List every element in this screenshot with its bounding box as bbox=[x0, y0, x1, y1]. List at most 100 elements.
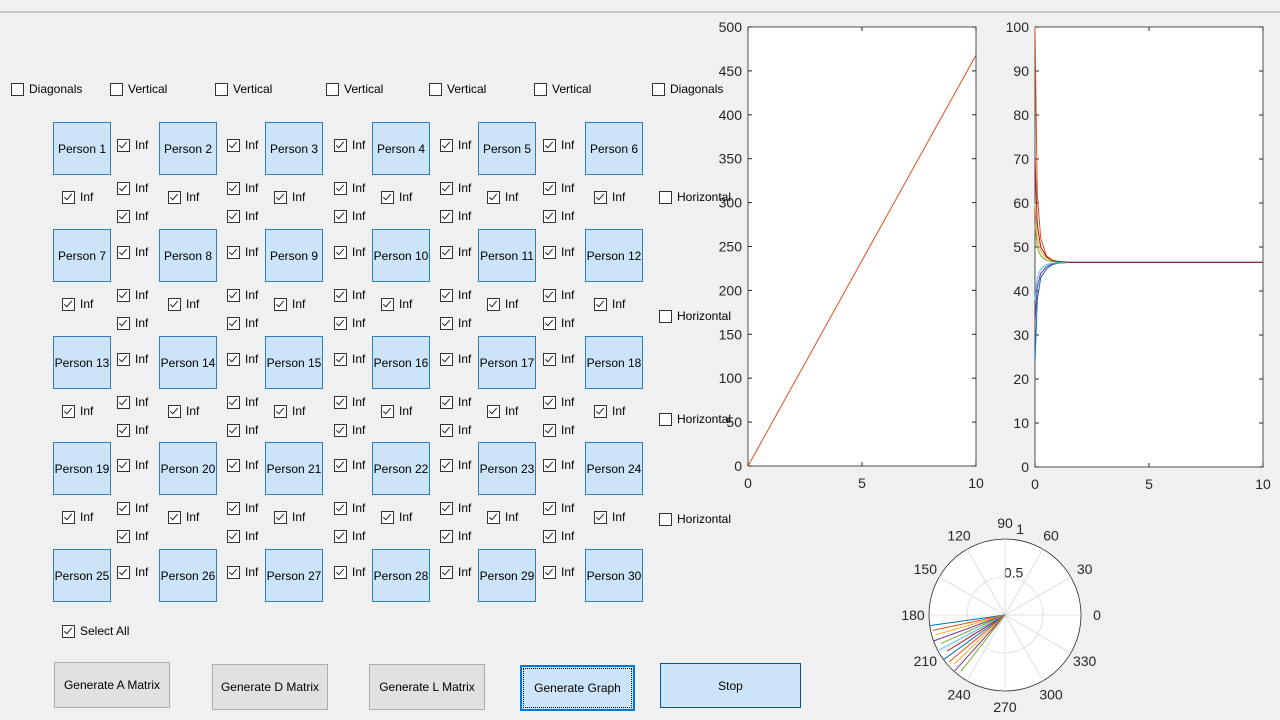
checkbox-box[interactable] bbox=[334, 316, 347, 330]
link-checkbox[interactable]: Inf bbox=[594, 510, 625, 524]
checkbox-box[interactable] bbox=[440, 181, 453, 195]
checkbox-box[interactable] bbox=[659, 190, 672, 204]
person-button[interactable]: Person 26 bbox=[159, 549, 217, 602]
checkbox-box[interactable] bbox=[334, 138, 347, 152]
link-checkbox[interactable]: Inf bbox=[168, 190, 199, 204]
checkbox-box[interactable] bbox=[487, 510, 500, 524]
option-checkbox[interactable]: Vertical bbox=[534, 82, 591, 96]
checkbox-box[interactable] bbox=[534, 82, 547, 96]
link-checkbox[interactable]: Inf bbox=[334, 288, 365, 302]
link-checkbox[interactable]: Inf bbox=[117, 352, 148, 366]
checkbox-box[interactable] bbox=[227, 138, 240, 152]
checkbox-box[interactable] bbox=[594, 190, 607, 204]
checkbox-box[interactable] bbox=[381, 190, 394, 204]
checkbox-box[interactable] bbox=[334, 529, 347, 543]
link-checkbox[interactable]: Inf bbox=[334, 316, 365, 330]
option-checkbox[interactable]: Diagonals bbox=[652, 82, 723, 96]
checkbox-box[interactable] bbox=[334, 501, 347, 515]
action-button[interactable]: Generate Graph bbox=[520, 665, 635, 711]
checkbox-box[interactable] bbox=[440, 288, 453, 302]
checkbox-box[interactable] bbox=[62, 404, 75, 418]
link-checkbox[interactable]: Inf bbox=[440, 316, 471, 330]
checkbox-box[interactable] bbox=[227, 458, 240, 472]
checkbox-box[interactable] bbox=[440, 209, 453, 223]
link-checkbox[interactable]: Inf bbox=[543, 423, 574, 437]
checkbox-box[interactable] bbox=[659, 309, 672, 323]
checkbox-box[interactable] bbox=[487, 190, 500, 204]
link-checkbox[interactable]: Inf bbox=[381, 297, 412, 311]
checkbox-box[interactable] bbox=[227, 181, 240, 195]
person-button[interactable]: Person 15 bbox=[265, 336, 323, 389]
checkbox-box[interactable] bbox=[62, 190, 75, 204]
action-button[interactable]: Stop bbox=[660, 663, 801, 708]
link-checkbox[interactable]: Inf bbox=[543, 288, 574, 302]
person-button[interactable]: Person 27 bbox=[265, 549, 323, 602]
link-checkbox[interactable]: Inf bbox=[440, 181, 471, 195]
link-checkbox[interactable]: Inf bbox=[543, 458, 574, 472]
checkbox-box[interactable] bbox=[543, 316, 556, 330]
link-checkbox[interactable]: Inf bbox=[334, 395, 365, 409]
checkbox-box[interactable] bbox=[543, 288, 556, 302]
link-checkbox[interactable]: Inf bbox=[334, 458, 365, 472]
checkbox-box[interactable] bbox=[117, 181, 130, 195]
checkbox-box[interactable] bbox=[543, 565, 556, 579]
checkbox-box[interactable] bbox=[117, 395, 130, 409]
checkbox-box[interactable] bbox=[543, 352, 556, 366]
checkbox-box[interactable] bbox=[227, 423, 240, 437]
link-checkbox[interactable]: Inf bbox=[168, 510, 199, 524]
person-button[interactable]: Person 19 bbox=[53, 442, 111, 495]
person-button[interactable]: Person 23 bbox=[478, 442, 536, 495]
checkbox-box[interactable] bbox=[62, 624, 75, 638]
link-checkbox[interactable]: Inf bbox=[274, 190, 305, 204]
action-button[interactable]: Generate D Matrix bbox=[212, 664, 328, 710]
checkbox-box[interactable] bbox=[117, 501, 130, 515]
link-checkbox[interactable]: Inf bbox=[117, 316, 148, 330]
link-checkbox[interactable]: Inf bbox=[440, 138, 471, 152]
link-checkbox[interactable]: Inf bbox=[117, 209, 148, 223]
person-button[interactable]: Person 10 bbox=[372, 229, 430, 282]
person-button[interactable]: Person 30 bbox=[585, 549, 643, 602]
link-checkbox[interactable]: Inf bbox=[334, 181, 365, 195]
link-checkbox[interactable]: Inf bbox=[543, 501, 574, 515]
link-checkbox[interactable]: Inf bbox=[117, 245, 148, 259]
checkbox-box[interactable] bbox=[440, 458, 453, 472]
checkbox-box[interactable] bbox=[117, 423, 130, 437]
checkbox-box[interactable] bbox=[334, 352, 347, 366]
checkbox-box[interactable] bbox=[440, 501, 453, 515]
link-checkbox[interactable]: Inf bbox=[440, 565, 471, 579]
checkbox-box[interactable] bbox=[117, 245, 130, 259]
link-checkbox[interactable]: Inf bbox=[487, 404, 518, 418]
person-button[interactable]: Person 13 bbox=[53, 336, 111, 389]
link-checkbox[interactable]: Inf bbox=[227, 352, 258, 366]
link-checkbox[interactable]: Inf bbox=[117, 501, 148, 515]
checkbox-box[interactable] bbox=[334, 288, 347, 302]
link-checkbox[interactable]: Inf bbox=[543, 395, 574, 409]
checkbox-box[interactable] bbox=[227, 395, 240, 409]
checkbox-box[interactable] bbox=[117, 209, 130, 223]
person-button[interactable]: Person 11 bbox=[478, 229, 536, 282]
action-button[interactable]: Generate A Matrix bbox=[54, 662, 170, 708]
checkbox-box[interactable] bbox=[334, 395, 347, 409]
checkbox-box[interactable] bbox=[440, 138, 453, 152]
link-checkbox[interactable]: Inf bbox=[227, 245, 258, 259]
checkbox-box[interactable] bbox=[227, 209, 240, 223]
person-button[interactable]: Person 7 bbox=[53, 229, 111, 282]
checkbox-box[interactable] bbox=[543, 181, 556, 195]
option-checkbox[interactable]: Vertical bbox=[429, 82, 486, 96]
link-checkbox[interactable]: Inf bbox=[381, 190, 412, 204]
link-checkbox[interactable]: Inf bbox=[440, 529, 471, 543]
person-button[interactable]: Person 29 bbox=[478, 549, 536, 602]
horizontal-checkbox[interactable]: Horizontal bbox=[659, 412, 731, 426]
link-checkbox[interactable]: Inf bbox=[168, 297, 199, 311]
link-checkbox[interactable]: Inf bbox=[334, 245, 365, 259]
checkbox-box[interactable] bbox=[227, 316, 240, 330]
option-checkbox[interactable]: Diagonals bbox=[11, 82, 82, 96]
link-checkbox[interactable]: Inf bbox=[227, 316, 258, 330]
checkbox-box[interactable] bbox=[543, 529, 556, 543]
checkbox-box[interactable] bbox=[440, 316, 453, 330]
person-button[interactable]: Person 2 bbox=[159, 122, 217, 175]
horizontal-checkbox[interactable]: Horizontal bbox=[659, 512, 731, 526]
checkbox-box[interactable] bbox=[543, 458, 556, 472]
checkbox-box[interactable] bbox=[168, 190, 181, 204]
link-checkbox[interactable]: Inf bbox=[62, 297, 93, 311]
